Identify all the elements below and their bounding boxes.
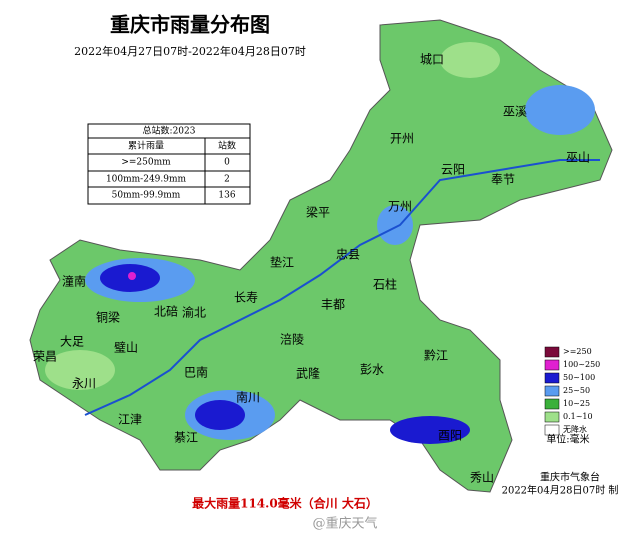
place-label: 巫山 (566, 151, 590, 165)
stats-table: 总站数:2023 累计雨量 站数 >=250mm 0 100mm-249.9mm… (87, 123, 251, 205)
place-label: 垫江 (270, 255, 294, 270)
table-cell: 0 (224, 158, 230, 168)
legend-label: >=250 (563, 347, 592, 356)
place-label: 梁平 (306, 205, 330, 220)
max-rain: 最大雨量114.0毫米（合川 大石） (192, 496, 378, 511)
place-label: 璧山 (114, 340, 138, 355)
table-header: 累计雨量 (128, 140, 164, 152)
legend-unit: 单位:毫米 (546, 433, 589, 446)
legend-swatch (544, 372, 560, 384)
title: 重庆市雨量分布图 (110, 13, 270, 37)
place-label: 石柱 (373, 277, 397, 292)
place-label: 大足 (60, 335, 84, 349)
legend-label: 10~25 (563, 399, 590, 408)
legend-label: 100~250 (563, 360, 600, 369)
place-label: 铜梁 (96, 310, 120, 325)
place-label: 酉阳 (438, 429, 462, 443)
table-cell: 2 (224, 175, 230, 185)
place-label: 荣昌 (33, 350, 57, 364)
rain-areas (45, 42, 600, 444)
place-label: 云阳 (441, 163, 465, 177)
place-label: 城口 (420, 53, 444, 67)
table-cell: >=250mm (121, 158, 171, 168)
table-header: 站数 (218, 140, 236, 152)
place-label: 潼南 (62, 274, 86, 289)
legend-label: 25~50 (563, 386, 590, 395)
place-label: 涪陵 (280, 332, 304, 347)
legend-swatch (544, 385, 560, 397)
table-cell: 50mm-99.9mm (112, 191, 181, 201)
place-label: 丰都 (321, 298, 345, 312)
table-cell: 136 (218, 191, 235, 201)
legend-swatch (544, 411, 560, 423)
table-cell: 100mm-249.9mm (106, 175, 187, 185)
legend: >=250 100~250 50~100 25~50 10~25 0.1~10 无降水 (544, 346, 600, 436)
place-label: 秀山 (470, 471, 494, 485)
footer-time: 2022年04月28日07时 制 (502, 484, 619, 497)
place-label: 北碚 (154, 304, 178, 319)
legend-swatch (544, 346, 560, 358)
place-label: 武隆 (296, 366, 320, 381)
place-label: 永川 (72, 377, 96, 391)
footer-org: 重庆市气象台 (540, 471, 600, 484)
place-label: 开州 (390, 132, 414, 146)
region-map (29, 19, 613, 493)
place-label: 巴南 (184, 365, 208, 380)
place-label: 南川 (236, 390, 260, 405)
subtitle: 2022年04月27日07时-2022年04月28日07时 (74, 44, 306, 58)
table-title: 总站数:2023 (143, 125, 196, 137)
watermark: @重庆天气 (312, 516, 377, 532)
legend-label: 无降水 (563, 424, 587, 434)
legend-label: 50~100 (563, 373, 595, 382)
legend-label: 0.1~10 (563, 412, 593, 421)
legend-swatch (544, 424, 560, 436)
place-label: 巫溪 (503, 105, 527, 119)
place-label: 万州 (388, 200, 412, 214)
place-label: 江津 (118, 413, 142, 427)
legend-swatch (544, 398, 560, 410)
place-label: 长寿 (234, 291, 258, 305)
legend-swatch (544, 359, 560, 371)
place-label: 渝北 (182, 305, 206, 320)
place-label: 忠县 (336, 248, 360, 262)
place-label: 黔江 (424, 348, 448, 363)
place-label: 綦江 (174, 431, 198, 445)
place-label: 彭水 (360, 363, 384, 377)
place-label: 奉节 (491, 173, 515, 187)
place-labels: 城口巫溪开州云阳 巫山奉节万州 梁平忠县垫江石柱长寿丰都 潼南铜梁 北碚 渝北大足 璧山荣昌… (33, 53, 590, 485)
